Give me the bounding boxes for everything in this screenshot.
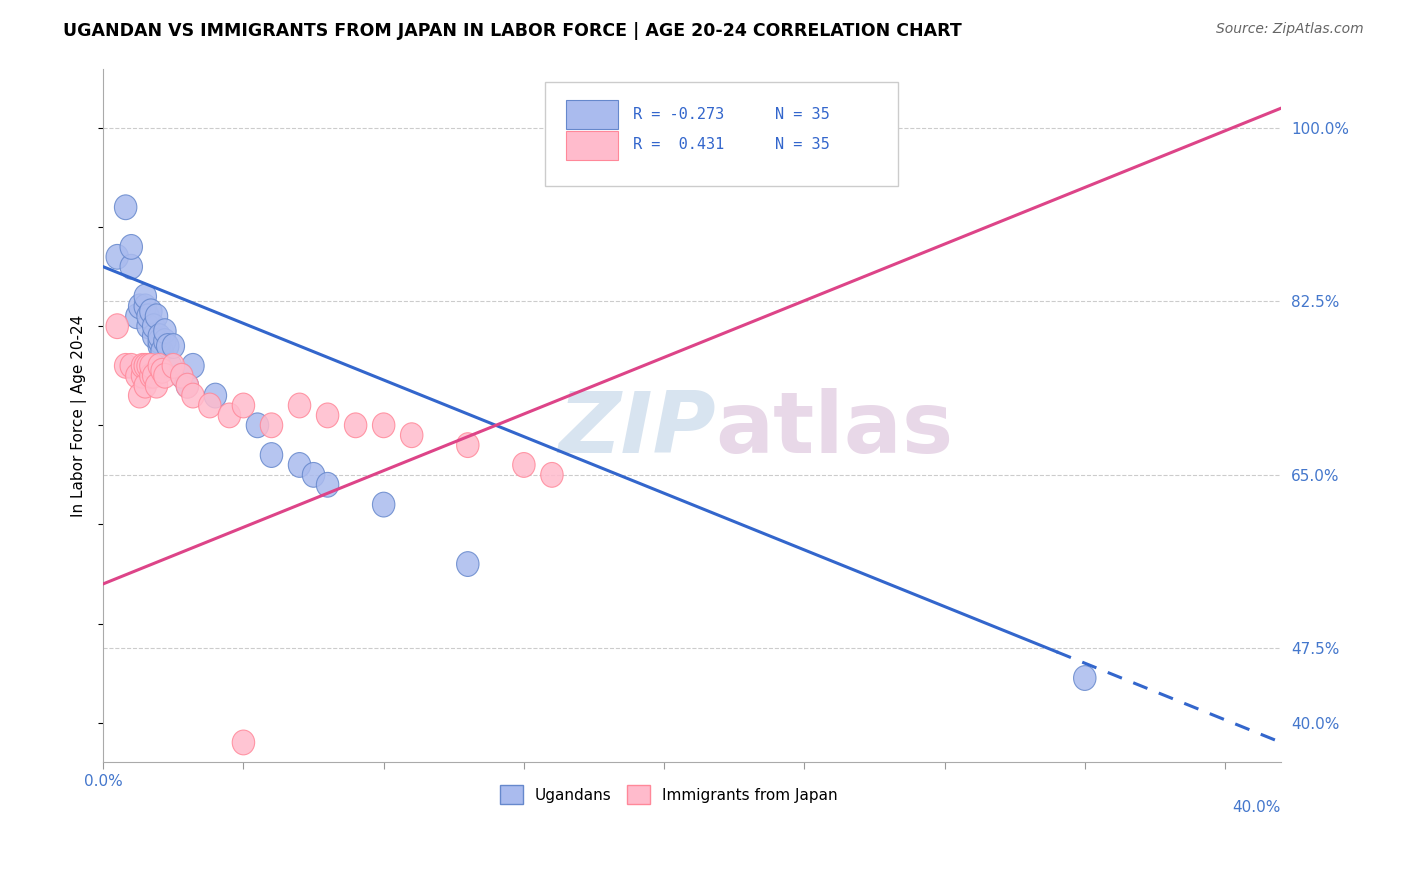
- Ellipse shape: [288, 393, 311, 417]
- Ellipse shape: [145, 373, 167, 398]
- Ellipse shape: [136, 314, 159, 339]
- Ellipse shape: [145, 304, 167, 328]
- Ellipse shape: [457, 551, 479, 576]
- Ellipse shape: [302, 462, 325, 487]
- Ellipse shape: [148, 324, 170, 349]
- Text: R = -0.273: R = -0.273: [633, 107, 724, 121]
- Text: N = 35: N = 35: [775, 136, 830, 152]
- Ellipse shape: [170, 363, 193, 388]
- Ellipse shape: [139, 363, 162, 388]
- Text: UGANDAN VS IMMIGRANTS FROM JAPAN IN LABOR FORCE | AGE 20-24 CORRELATION CHART: UGANDAN VS IMMIGRANTS FROM JAPAN IN LABO…: [63, 22, 962, 40]
- Ellipse shape: [232, 730, 254, 755]
- Ellipse shape: [176, 373, 198, 398]
- Ellipse shape: [142, 363, 165, 388]
- Ellipse shape: [128, 384, 150, 408]
- Ellipse shape: [142, 314, 165, 339]
- Ellipse shape: [288, 452, 311, 477]
- Ellipse shape: [260, 413, 283, 438]
- Text: atlas: atlas: [716, 388, 953, 471]
- Ellipse shape: [1074, 665, 1097, 690]
- Text: ZIP: ZIP: [558, 388, 716, 471]
- FancyBboxPatch shape: [567, 100, 619, 128]
- Ellipse shape: [125, 363, 148, 388]
- Ellipse shape: [513, 452, 536, 477]
- Ellipse shape: [105, 314, 128, 339]
- Ellipse shape: [218, 403, 240, 428]
- Y-axis label: In Labor Force | Age 20-24: In Labor Force | Age 20-24: [72, 314, 87, 516]
- Ellipse shape: [156, 334, 179, 359]
- Ellipse shape: [148, 328, 170, 353]
- FancyBboxPatch shape: [546, 82, 898, 186]
- Ellipse shape: [401, 423, 423, 448]
- Ellipse shape: [153, 328, 176, 353]
- Ellipse shape: [260, 442, 283, 467]
- Ellipse shape: [131, 353, 153, 378]
- Ellipse shape: [114, 194, 136, 219]
- Ellipse shape: [120, 353, 142, 378]
- Ellipse shape: [150, 359, 173, 384]
- Ellipse shape: [125, 304, 148, 328]
- Ellipse shape: [120, 235, 142, 260]
- Ellipse shape: [134, 373, 156, 398]
- Ellipse shape: [134, 294, 156, 318]
- Ellipse shape: [114, 353, 136, 378]
- Text: 40.0%: 40.0%: [1233, 800, 1281, 815]
- Text: N = 35: N = 35: [775, 107, 830, 121]
- Ellipse shape: [246, 413, 269, 438]
- Ellipse shape: [541, 462, 564, 487]
- Ellipse shape: [316, 473, 339, 497]
- Ellipse shape: [316, 403, 339, 428]
- Text: Source: ZipAtlas.com: Source: ZipAtlas.com: [1216, 22, 1364, 37]
- Ellipse shape: [134, 284, 156, 309]
- Ellipse shape: [204, 384, 226, 408]
- Ellipse shape: [162, 334, 184, 359]
- Ellipse shape: [136, 353, 159, 378]
- Ellipse shape: [148, 334, 170, 359]
- Ellipse shape: [181, 384, 204, 408]
- Ellipse shape: [120, 254, 142, 279]
- Ellipse shape: [150, 339, 173, 363]
- Ellipse shape: [131, 363, 153, 388]
- Ellipse shape: [198, 393, 221, 417]
- Ellipse shape: [181, 353, 204, 378]
- Ellipse shape: [176, 373, 198, 398]
- FancyBboxPatch shape: [567, 131, 619, 160]
- Ellipse shape: [153, 318, 176, 343]
- Ellipse shape: [232, 393, 254, 417]
- Ellipse shape: [162, 353, 184, 378]
- Ellipse shape: [105, 244, 128, 269]
- Ellipse shape: [134, 353, 156, 378]
- Ellipse shape: [148, 353, 170, 378]
- Ellipse shape: [153, 363, 176, 388]
- Ellipse shape: [373, 492, 395, 517]
- Ellipse shape: [373, 413, 395, 438]
- Ellipse shape: [142, 324, 165, 349]
- Ellipse shape: [159, 353, 181, 378]
- Text: R =  0.431: R = 0.431: [633, 136, 724, 152]
- Ellipse shape: [457, 433, 479, 458]
- Legend: Ugandans, Immigrants from Japan: Ugandans, Immigrants from Japan: [494, 780, 844, 810]
- Ellipse shape: [139, 353, 162, 378]
- Ellipse shape: [128, 294, 150, 318]
- Ellipse shape: [344, 413, 367, 438]
- Ellipse shape: [170, 363, 193, 388]
- Ellipse shape: [139, 299, 162, 324]
- Ellipse shape: [136, 304, 159, 328]
